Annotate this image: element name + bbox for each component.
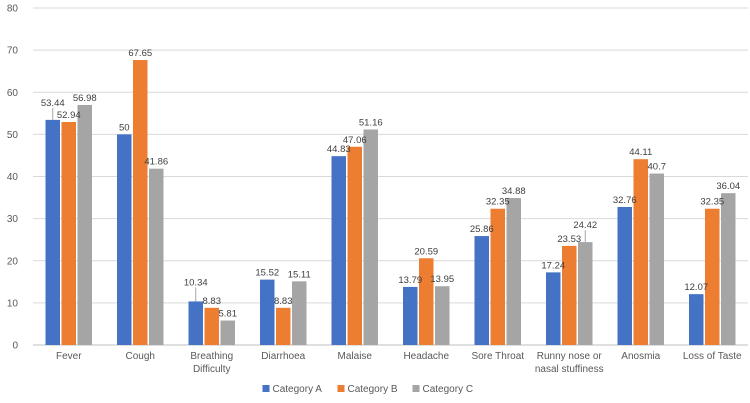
category-label: Sore Throat <box>471 351 524 362</box>
bar-category-c <box>220 320 235 345</box>
bar-category-a <box>546 272 561 345</box>
category-axis-labels: Fever Cough Breathing Difficulty Diarrhoea Ma… <box>56 351 742 375</box>
data-label: 25.86 <box>470 224 494 235</box>
data-label: 24.42 <box>573 220 597 231</box>
data-label: 47.06 <box>343 135 367 146</box>
bar-category-a <box>403 286 418 345</box>
data-label: 10.34 <box>184 277 208 288</box>
data-label: 20.59 <box>414 246 438 257</box>
data-label: 17.24 <box>541 260 565 271</box>
bar-category-b <box>204 307 219 345</box>
legend-swatch <box>337 385 345 392</box>
y-tick-label: 60 <box>7 88 19 99</box>
data-label: 15.11 <box>288 269 311 280</box>
bar-category-c <box>363 129 378 345</box>
data-label: 32.35 <box>700 197 724 208</box>
bar-category-b <box>490 208 505 345</box>
category-label: nasal stuffiness <box>535 364 604 375</box>
category-label: Headache <box>403 351 449 362</box>
data-label: 41.86 <box>144 157 168 168</box>
bar-category-b <box>705 208 720 345</box>
category-label: Anosmia <box>621 351 660 362</box>
bar-category-b <box>347 146 362 345</box>
y-tick-label: 50 <box>7 130 19 141</box>
data-label: 5.81 <box>219 309 238 320</box>
data-label: 32.76 <box>613 195 637 206</box>
data-label: 13.79 <box>398 275 422 286</box>
data-label: 40.7 <box>648 162 667 173</box>
category-label: Malaise <box>338 351 373 362</box>
category-label: Diarrhoea <box>261 351 305 362</box>
legend-swatch <box>412 385 420 392</box>
data-label: 13.95 <box>430 274 454 285</box>
category-label: Cough <box>126 351 155 362</box>
data-label: 23.53 <box>557 234 581 245</box>
data-label: 34.88 <box>502 186 526 197</box>
bar-category-c <box>292 281 307 345</box>
bar-category-b <box>133 60 148 345</box>
y-tick-label: 10 <box>7 298 19 309</box>
bar-category-c <box>435 286 450 345</box>
data-label: 67.65 <box>128 48 152 59</box>
bar-category-c <box>149 168 164 345</box>
bar-category-a <box>474 236 489 345</box>
y-tick-label: 20 <box>7 256 19 267</box>
data-label: 32.35 <box>486 197 510 208</box>
data-label: 36.04 <box>716 181 740 192</box>
legend-label: Category C <box>423 384 474 395</box>
data-label: 56.98 <box>73 93 97 104</box>
bar-category-b <box>61 121 76 345</box>
bar-category-b <box>633 159 648 345</box>
bar-category-a <box>188 301 203 345</box>
bar-category-c <box>506 198 521 345</box>
category-label: Loss of Taste <box>683 351 742 362</box>
bar-category-a <box>617 206 632 345</box>
bar-category-a <box>331 156 346 345</box>
legend-label: Category B <box>348 384 398 395</box>
data-label: 8.83 <box>274 296 293 307</box>
bar-category-c <box>721 193 736 345</box>
category-label: Breathing <box>190 351 233 362</box>
bar-category-a <box>689 294 704 345</box>
bar-category-b <box>419 258 434 345</box>
legend-label: Category A <box>273 384 323 395</box>
category-label: Runny nose or <box>537 351 603 362</box>
bar-category-a <box>45 119 60 345</box>
data-label: 50 <box>119 122 130 133</box>
bar-category-a <box>260 279 275 345</box>
data-label: 15.52 <box>255 268 279 279</box>
y-tick-label: 30 <box>7 214 19 225</box>
bar-category-c <box>77 104 92 346</box>
data-label: 51.16 <box>359 117 383 128</box>
legend: Category A Category B Category C <box>262 384 474 395</box>
data-label: 12.07 <box>684 282 708 293</box>
y-tick-label: 80 <box>7 4 19 15</box>
y-tick-label: 40 <box>7 172 19 183</box>
bar-category-b <box>276 307 291 345</box>
legend-swatch <box>262 385 270 392</box>
data-label: 52.94 <box>57 110 81 121</box>
bar-category-b <box>562 245 577 345</box>
category-label: Fever <box>56 351 82 362</box>
data-label: 44.11 <box>629 147 652 158</box>
y-tick-label: 70 <box>7 46 19 57</box>
y-axis-ticks: 0 10 20 30 40 50 60 70 80 <box>7 4 19 352</box>
bar-category-a <box>117 134 132 345</box>
bars <box>45 60 736 346</box>
y-tick-label: 0 <box>12 341 18 352</box>
bar-category-c <box>578 242 593 345</box>
data-label: 44.83 <box>327 144 351 155</box>
category-label: Difficulty <box>193 364 231 375</box>
data-label: 8.83 <box>203 296 222 307</box>
bar-category-c <box>649 173 664 345</box>
data-label: 53.44 <box>41 98 65 109</box>
